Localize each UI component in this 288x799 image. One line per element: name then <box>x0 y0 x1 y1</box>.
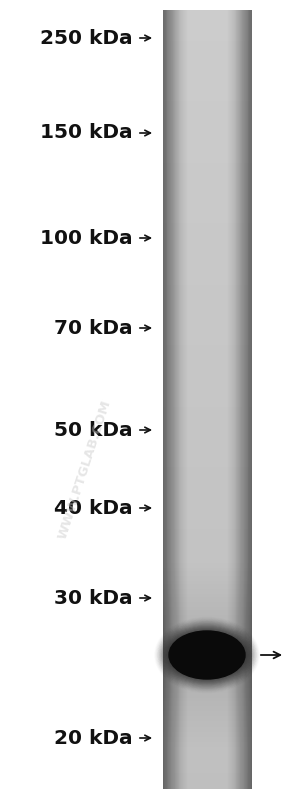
Ellipse shape <box>165 627 249 682</box>
Ellipse shape <box>164 626 250 684</box>
Text: 30 kDa: 30 kDa <box>54 589 133 607</box>
Text: 70 kDa: 70 kDa <box>54 319 133 337</box>
Text: 100 kDa: 100 kDa <box>40 229 133 248</box>
Ellipse shape <box>167 629 247 682</box>
Text: 150 kDa: 150 kDa <box>40 124 133 142</box>
Text: 20 kDa: 20 kDa <box>54 729 133 748</box>
Ellipse shape <box>166 628 248 682</box>
Ellipse shape <box>168 630 247 681</box>
Ellipse shape <box>169 631 245 679</box>
Ellipse shape <box>163 626 251 685</box>
Text: 250 kDa: 250 kDa <box>40 29 133 47</box>
Ellipse shape <box>168 630 246 680</box>
Ellipse shape <box>162 625 252 686</box>
Text: 40 kDa: 40 kDa <box>54 499 133 518</box>
Ellipse shape <box>161 624 253 686</box>
Text: WWW.PTGLAB.COM: WWW.PTGLAB.COM <box>56 399 114 541</box>
Ellipse shape <box>169 631 245 679</box>
Text: 50 kDa: 50 kDa <box>54 420 133 439</box>
Ellipse shape <box>161 623 253 687</box>
Ellipse shape <box>164 626 250 683</box>
